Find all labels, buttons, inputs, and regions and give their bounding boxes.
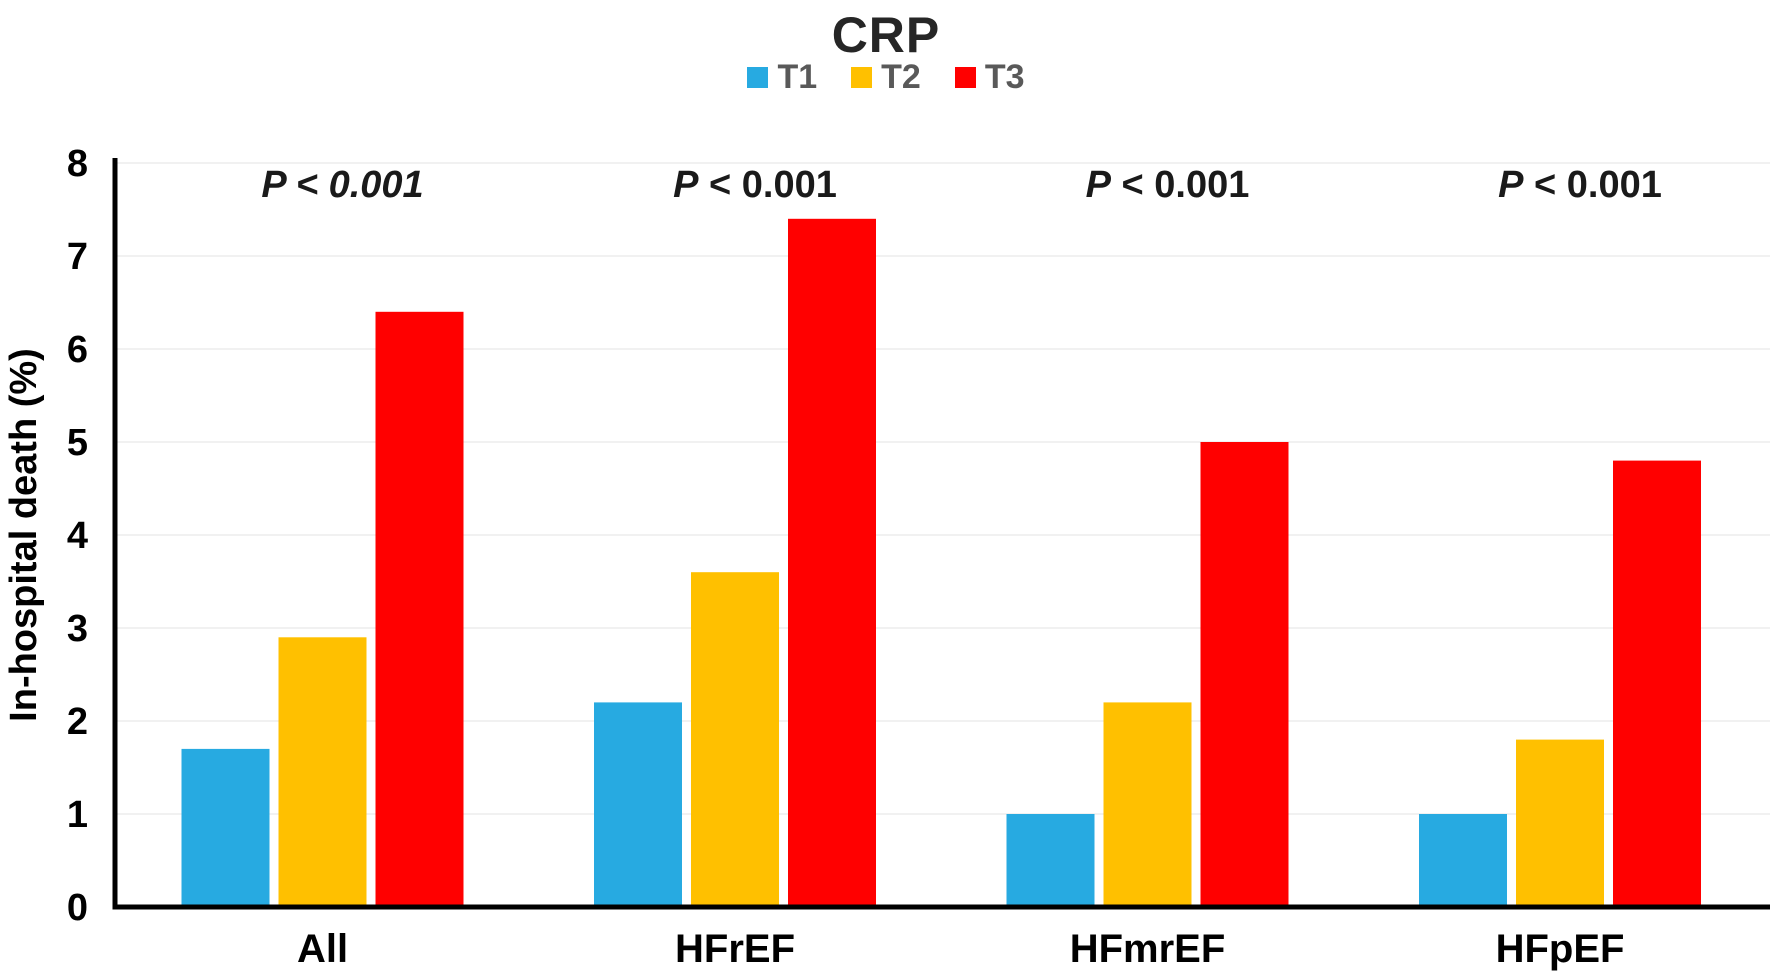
legend-label-t3: T3 [984,58,1025,96]
bar-hfmref-t3 [1200,442,1289,907]
x-category-label-hfmref: HFmrEF [1070,927,1226,971]
bar-hfref-t2 [691,572,779,907]
bar-hfref-t3 [788,218,876,908]
legend-item-t2: T2 [851,58,921,97]
x-category-label-hfpef: HFpEF [1496,927,1625,971]
y-tick-label-6: 6 [67,329,88,371]
bar-hfpef-t3 [1613,460,1701,907]
p-value-annotation-hfref: P < 0.001 [673,164,837,206]
y-tick-label-0: 0 [67,887,88,929]
legend-swatch-t2 [851,67,873,88]
legend-label-t2: T2 [881,58,921,96]
y-tick-label-7: 7 [67,236,88,278]
y-tick-label-8: 8 [67,143,88,185]
legend: T1 T2 T3 [0,58,1772,97]
y-tick-label-3: 3 [67,608,88,650]
bar-hfmref-t2 [1103,702,1192,907]
p-value-annotation-hfmref: P < 0.001 [1086,164,1250,206]
bar-hfpef-t2 [1516,739,1604,907]
y-tick-label-1: 1 [67,794,88,836]
bar-all-t1 [181,748,270,907]
y-tick-label-4: 4 [67,515,88,557]
chart-title: CRP [831,7,941,63]
bar-hfref-t1 [594,702,682,907]
x-category-label-all: All [297,927,348,971]
legend-swatch-t3 [954,67,976,88]
p-value-annotation-hfpef: P < 0.001 [1498,164,1662,206]
bar-all-t3 [375,311,464,907]
legend-item-t1: T1 [747,58,817,97]
y-tick-label-5: 5 [67,422,88,464]
y-tick-label-2: 2 [67,701,88,743]
bar-all-t2 [278,637,367,907]
bar-hfpef-t1 [1419,814,1507,907]
bar-hfmref-t1 [1006,814,1095,907]
p-value-annotation-all: P < 0.001 [261,164,423,206]
legend-swatch-t1 [747,67,769,88]
x-category-label-hfref: HFrEF [675,927,795,971]
legend-label-t1: T1 [777,58,818,96]
y-axis-title: In-hospital death (%) [3,348,45,722]
legend-item-t3: T3 [954,58,1025,97]
